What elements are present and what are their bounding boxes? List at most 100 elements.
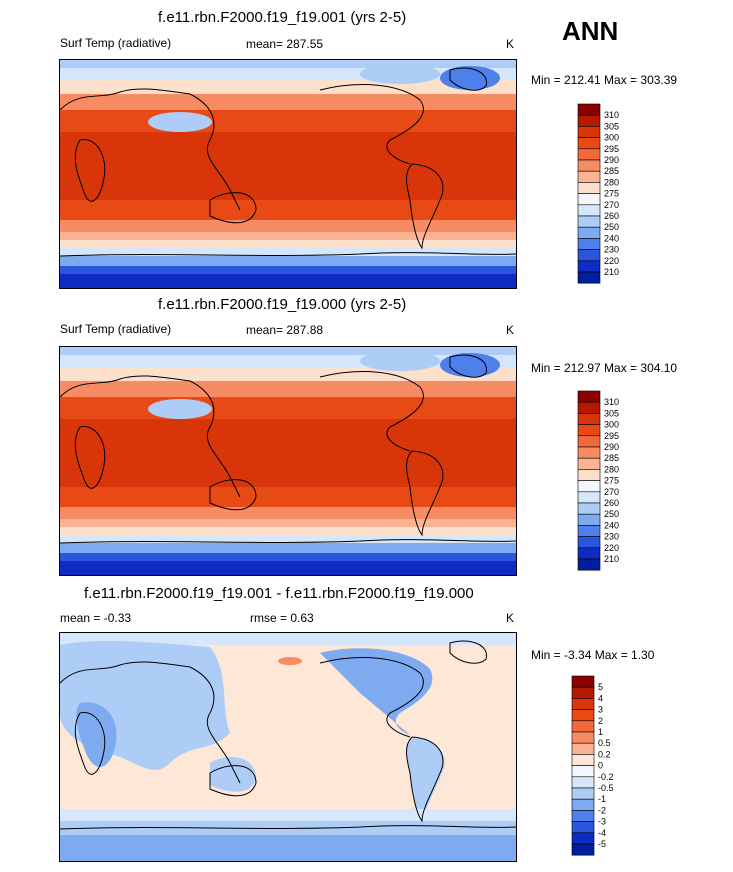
colorbar-tick-label: 295: [604, 144, 619, 154]
panel2-title: f.e11.rbn.F2000.f19_f19.000 (yrs 2-5): [158, 296, 407, 313]
coast-north-america: [319, 657, 424, 738]
colorbar-tick-label: -5: [598, 839, 606, 849]
colorbar-tick-label: 295: [604, 431, 619, 441]
colorbar-tick-label: 220: [604, 543, 619, 553]
diff-antarctica-cool: [60, 835, 516, 861]
panel1-variable-label: Surf Temp (radiative): [60, 36, 172, 50]
tibet-cold-patch: [148, 112, 212, 132]
band-subtropic-n: [60, 397, 516, 419]
colorbar-tick-label: 305: [604, 121, 619, 131]
colorbar-swatch: [577, 446, 601, 459]
coast-africa: [74, 712, 106, 775]
colorbar-swatch: [577, 413, 601, 425]
panel2-colorbar: 310 305 300 295 290 285 280 275 270 260 250 240 230 2…: [577, 390, 648, 571]
colorbar-swatch: [571, 709, 595, 722]
coast-eurasia: [60, 661, 241, 784]
colorbar-swatch: [577, 114, 601, 127]
band-tropics: [60, 419, 516, 487]
panel2-map-svg: [60, 347, 516, 575]
panel3-units-label: K: [506, 611, 515, 625]
colorbar-swatch: [577, 502, 601, 515]
coast-greenland: [449, 640, 487, 664]
colorbar-tick-label: 240: [604, 520, 619, 530]
coast-north-america: [319, 84, 424, 165]
coast-south-america: [406, 163, 444, 250]
colorbar-tick-label: 2: [598, 716, 603, 726]
colorbar-swatch: [577, 457, 601, 470]
arctic-canada-cold-patch: [360, 64, 440, 84]
band-subtropic-s: [60, 200, 516, 220]
coast-eurasia: [60, 375, 241, 498]
colorbar-swatch: [571, 843, 595, 856]
colorbar-swatch: [577, 435, 601, 448]
colorbar-tick-label: 290: [604, 155, 619, 165]
coast-greenland: [449, 354, 487, 378]
band-subtropic-n: [60, 110, 516, 132]
colorbar-swatch: [571, 776, 595, 789]
panel1-title: f.e11.rbn.F2000.f19_f19.001 (yrs 2-5): [158, 9, 407, 26]
colorbar-swatch: [577, 137, 601, 150]
colorbar-tick-label: 0.2: [598, 749, 611, 759]
colorbar-tick-label: 4: [598, 693, 603, 703]
colorbar-tick-label: 270: [604, 487, 619, 497]
panel3-map: [59, 632, 517, 862]
diff-australia-cold: [210, 756, 256, 792]
colorbar-tick-label: -1: [598, 794, 606, 804]
band-antarctic-interior: [60, 274, 516, 288]
colorbar-tick-label: 275: [604, 189, 619, 199]
coast-eurasia: [60, 88, 241, 211]
colorbar-swatch: [571, 731, 595, 744]
panel1-units-label: K: [506, 37, 515, 51]
panel2-variable-label: Surf Temp (radiative): [60, 322, 172, 336]
colorbar-swatch: [571, 787, 595, 800]
colorbar-swatch: [571, 765, 595, 778]
panel1-colorbar-svg: 3103053002952902852802752702602502402302…: [577, 103, 619, 284]
coastlines: [60, 67, 516, 257]
band-antarctic-coast: [60, 543, 516, 553]
colorbar-swatch: [577, 126, 601, 138]
diff-africa-cold: [76, 702, 117, 767]
colorbar-tick-label: 285: [604, 453, 619, 463]
coast-australia: [209, 192, 257, 224]
colorbar-swatch: [577, 170, 601, 183]
colorbar-tick-label: 300: [604, 133, 619, 143]
panel3-title: f.e11.rbn.F2000.f19_f19.001 - f.e11.rbn.…: [84, 585, 474, 602]
colorbar-swatch: [577, 547, 601, 560]
colorbar-tick-label: 1: [598, 727, 603, 737]
panel1-mean-label: mean= 287.55: [246, 37, 324, 51]
colorbar-tick-label: 0: [598, 761, 603, 771]
colorbar-tick-label: 270: [604, 200, 619, 210]
colorbar-tick-label: 230: [604, 532, 619, 542]
season-label: ANN: [562, 16, 619, 46]
colorbar-tick-label: 210: [604, 554, 619, 564]
coast-greenland: [449, 67, 487, 91]
colorbar-swatch: [571, 698, 595, 710]
colorbar-tick-label: 310: [604, 110, 619, 120]
colorbar-tick-label: -4: [598, 828, 606, 838]
panel3-rmse-label: rmse = 0.63: [250, 611, 314, 625]
colorbar-swatch: [577, 148, 601, 161]
panel1-map-svg: [60, 60, 516, 288]
colorbar-swatch: [577, 159, 601, 172]
colorbar-tick-label: 230: [604, 245, 619, 255]
colorbar-swatch: [571, 810, 595, 822]
coast-south-america: [406, 736, 444, 823]
colorbar-swatch: [577, 238, 601, 250]
panel3-colorbar: 5 4 3 2 1 0.5 0.2 0 -0.2 -0.5 -1 -2 -3 -4 -5: [571, 675, 642, 858]
colorbar-tick-label: 250: [604, 222, 619, 232]
band-north-temperate: [60, 381, 516, 397]
colorbar-tick-label: 3: [598, 705, 603, 715]
diff-warm-spot: [278, 657, 302, 665]
colorbar-tick-label: 5: [598, 682, 603, 692]
colorbar-tick-label: 280: [604, 464, 619, 474]
colorbar-tick-label: 210: [604, 267, 619, 277]
colorbar-swatch: [571, 798, 595, 811]
band-antarctic-edge: [60, 535, 516, 543]
diff-north-america-cold: [320, 648, 433, 735]
colorbar-swatch: [577, 424, 601, 437]
colorbar-tick-label: 260: [604, 498, 619, 508]
colorbar-swatch: [577, 193, 601, 206]
coast-south-america: [406, 450, 444, 537]
colorbar-tick-label: 260: [604, 211, 619, 221]
